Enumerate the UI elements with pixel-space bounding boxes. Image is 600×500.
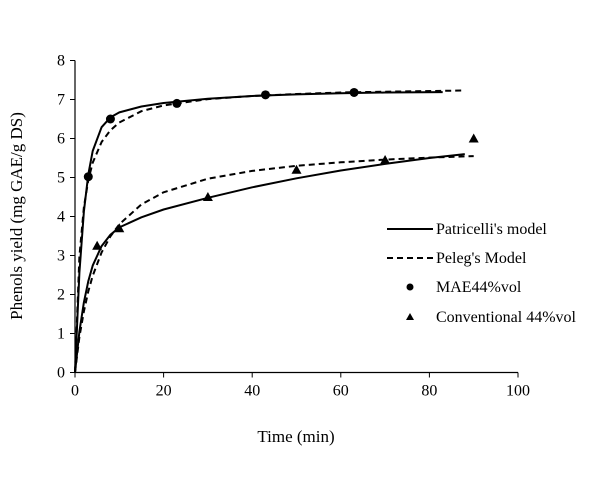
conventional-data-point xyxy=(92,240,103,250)
legend-label-mae: MAE44%vol xyxy=(436,279,522,296)
mae-data-point xyxy=(349,87,359,97)
y-tick-label: 2 xyxy=(57,287,65,304)
y-tick-label: 8 xyxy=(57,53,65,70)
data-points xyxy=(83,87,479,250)
curves xyxy=(74,89,474,373)
axes: 0 20 40 60 80 100 0 1 2 3 4 5 6 7 8 xyxy=(57,53,530,400)
x-axis-label: Time (min) xyxy=(257,427,334,446)
patricelli-curve xyxy=(74,91,443,373)
x-tick-label: 40 xyxy=(244,383,260,400)
x-tick-label: 20 xyxy=(156,383,172,400)
x-tick-label: 60 xyxy=(333,383,349,400)
x-tick-label: 0 xyxy=(71,383,79,400)
x-tick-label: 80 xyxy=(421,383,437,400)
y-tick-label: 1 xyxy=(57,326,65,343)
conventional-data-point xyxy=(202,192,213,201)
y-tick-label: 4 xyxy=(57,209,65,226)
y-tick-label: 0 xyxy=(57,365,65,382)
legend-label-patricelli: Patricelli's model xyxy=(436,221,547,238)
legend: Patricelli's model Peleg's Model MAE44%v… xyxy=(387,221,577,326)
x-tick-label: 100 xyxy=(506,383,530,400)
patricelli-curve xyxy=(74,153,465,373)
mae-data-point xyxy=(260,90,270,100)
mae-data-point xyxy=(83,172,93,182)
legend-label-peleg: Peleg's Model xyxy=(436,250,527,267)
conventional-data-point xyxy=(291,164,302,174)
conventional-data-point xyxy=(468,133,479,143)
legend-circle-marker xyxy=(406,283,414,291)
legend-label-conv: Conventional 44%vol xyxy=(436,309,577,326)
y-axis-label: Phenols yield (mg GAE/g DS) xyxy=(7,112,26,320)
mae-data-point xyxy=(172,98,182,108)
conventional-data-point xyxy=(114,223,125,233)
y-tick-label: 6 xyxy=(57,131,65,148)
mae-data-point xyxy=(105,114,115,124)
legend-triangle-marker xyxy=(406,313,414,320)
y-tick-label: 3 xyxy=(57,248,65,265)
conventional-data-point xyxy=(380,154,391,164)
peleg-curve xyxy=(74,89,465,373)
y-tick-label: 7 xyxy=(57,92,65,109)
y-tick-label: 5 xyxy=(57,170,65,187)
peleg-curve xyxy=(74,155,474,373)
